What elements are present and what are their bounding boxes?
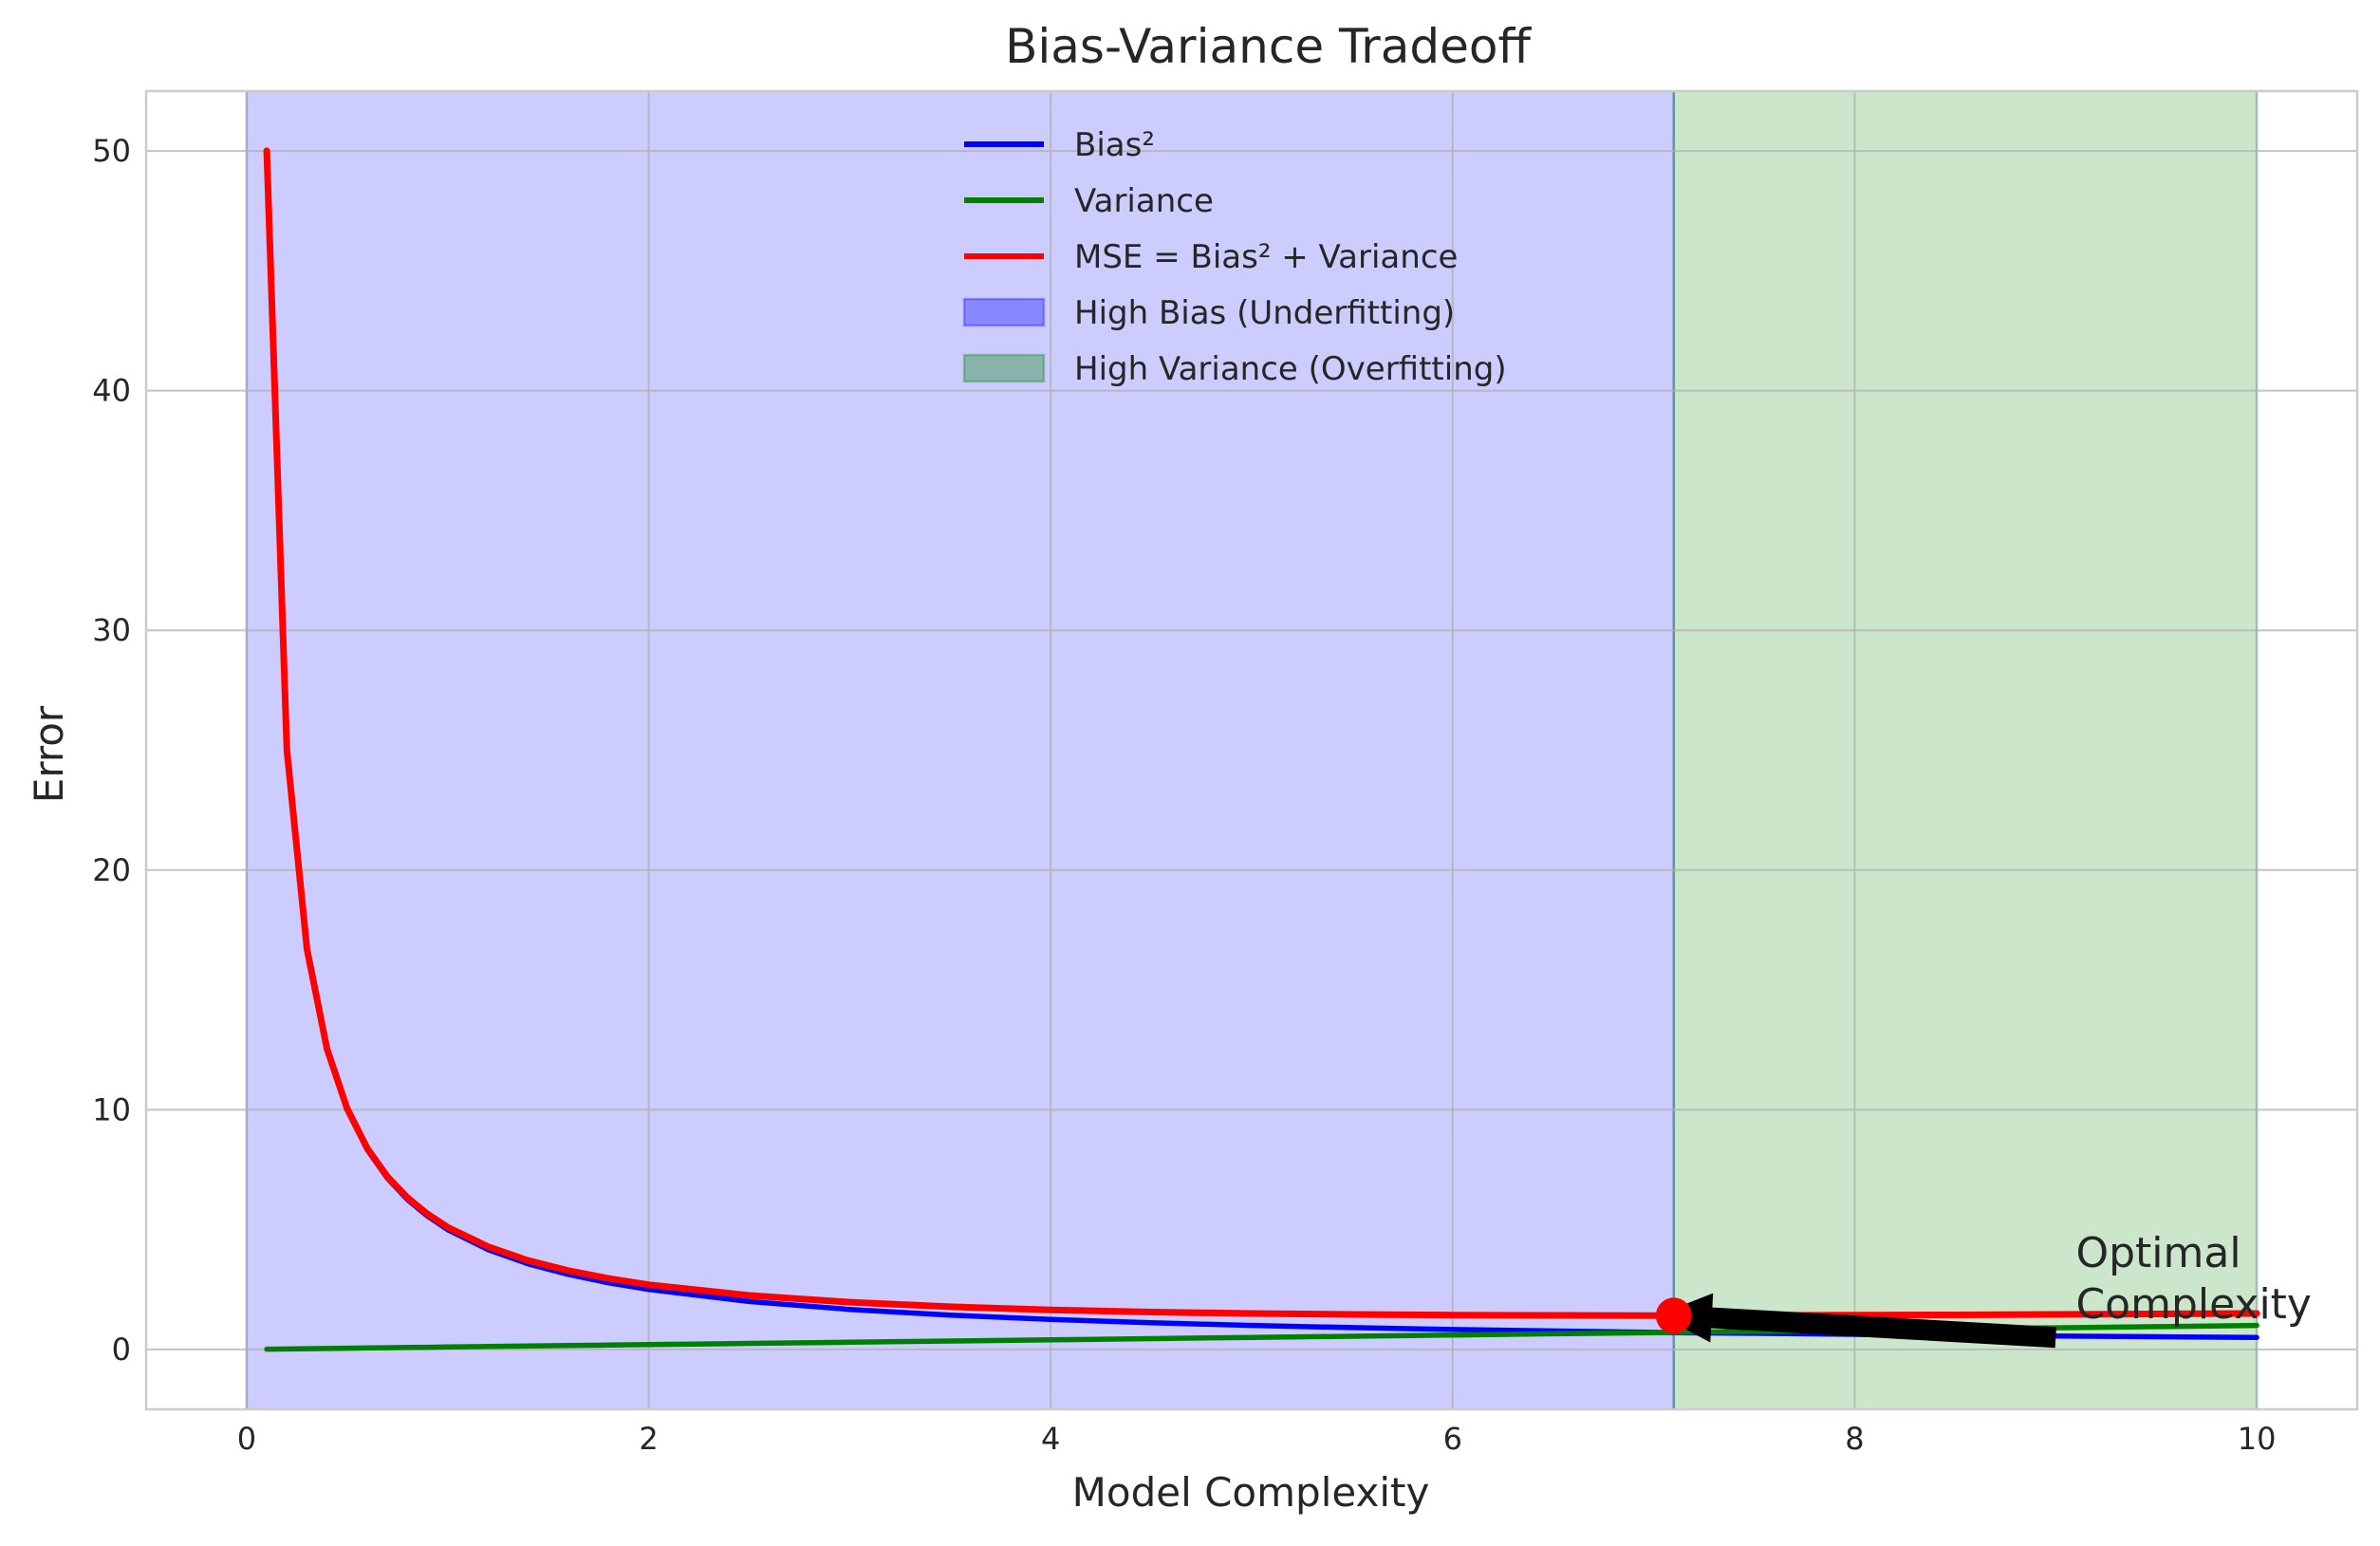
y-tick-label: 10 (92, 1091, 131, 1127)
axes-frame (144, 89, 2359, 1411)
grid-lines (146, 91, 2357, 1409)
annotation-arrow (1658, 1293, 2056, 1349)
shaded-regions (245, 91, 2259, 1409)
y-tick-label: 30 (92, 612, 131, 648)
x-tick-label: 8 (1845, 1421, 1864, 1457)
legend-swatch-patch-3 (962, 297, 1046, 327)
y-tick-label: 20 (92, 852, 131, 888)
legend-label-2: MSE = Bias² + Variance (1074, 238, 1458, 276)
x-tick-label: 10 (2238, 1421, 2277, 1457)
legend-label-3: High Bias (Underfitting) (1074, 294, 1455, 332)
tick-labels: 0 2 4 6 8 10 0 10 20 30 40 50 (92, 133, 2276, 1457)
annotation-text-line-0: Optimal (2075, 1229, 2241, 1277)
y-tick-label: 50 (92, 133, 131, 169)
x-tick-label: 2 (639, 1421, 658, 1457)
legend-label-0: Bias² (1074, 126, 1155, 164)
optimal-point-marker (1655, 1297, 1692, 1334)
y-tick-label: 0 (112, 1332, 131, 1368)
legend-label-4: High Variance (Overfitting) (1074, 350, 1507, 388)
x-tick-label: 4 (1041, 1421, 1060, 1457)
y-axis-label: Error (26, 705, 72, 803)
series-line-1 (264, 1322, 2259, 1352)
x-tick-label: 6 (1443, 1421, 1462, 1457)
y-tick-label: 40 (92, 373, 131, 409)
legend: Bias² Variance MSE = Bias² + Variance High … (962, 126, 1507, 388)
chart-title: Bias-Variance Tradeoff (1005, 19, 1532, 74)
region-0 (246, 91, 1674, 1409)
legend-swatch-patch-4 (962, 353, 1046, 383)
x-tick-label: 0 (237, 1421, 256, 1457)
x-axis-label: Model Complexity (1072, 1469, 1430, 1516)
annotation-text-line-1: Complexity (2075, 1280, 2312, 1329)
legend-label-1: Variance (1074, 182, 1214, 220)
region-1 (1673, 91, 2258, 1409)
